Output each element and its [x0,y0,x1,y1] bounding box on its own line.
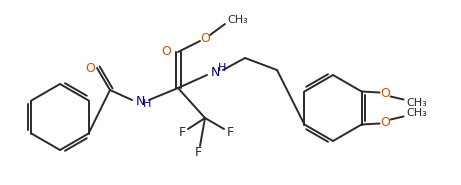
Text: H: H [143,99,151,109]
Text: H: H [218,63,226,73]
Text: N: N [136,95,145,107]
Text: O: O [161,45,171,58]
Text: O: O [200,31,210,45]
Text: CH₃: CH₃ [228,15,248,25]
Text: CH₃: CH₃ [406,107,427,117]
Text: O: O [85,61,95,75]
Text: O: O [381,87,390,100]
Text: O: O [381,116,390,129]
Text: F: F [178,127,186,139]
Text: F: F [226,127,234,139]
Text: N: N [210,65,220,78]
Text: F: F [195,145,201,159]
Text: CH₃: CH₃ [406,98,427,108]
